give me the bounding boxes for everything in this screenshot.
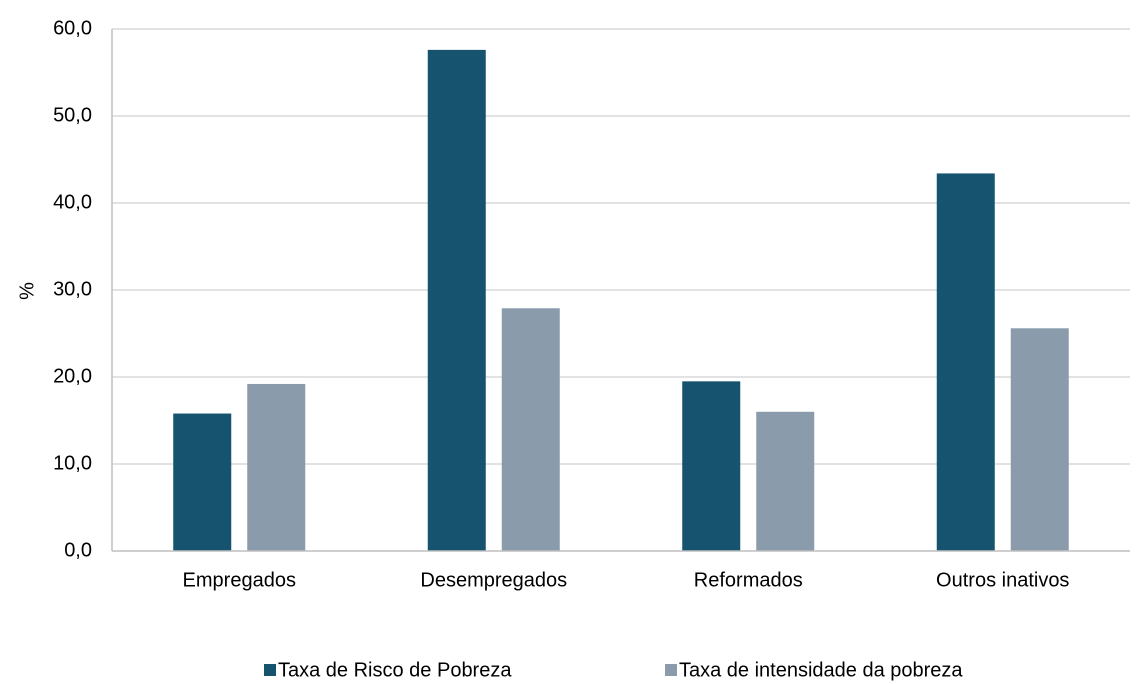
x-tick-label: Empregados	[183, 569, 296, 591]
y-tick-label: 20,0	[53, 365, 92, 387]
legend: Taxa de Risco de Pobreza Taxa de intensid…	[264, 659, 963, 681]
x-tick-label: Reformados	[694, 569, 803, 591]
x-tick-labels: Empregados Desempregados Reformados Outros …	[183, 569, 1070, 591]
bar-intensidade-1	[501, 308, 560, 551]
y-tick-label: 30,0	[53, 278, 92, 300]
y-tick-labels: 0,0 10,0 20,0 30,0 40,0 50,0 60,0	[53, 17, 92, 561]
bar-intensidade-0	[247, 383, 306, 551]
bar-risco-1	[427, 49, 486, 551]
bar-risco-2	[682, 381, 741, 551]
bar-risco-3	[936, 173, 995, 552]
bar-intensidade-2	[756, 411, 815, 551]
x-tick-label: Outros inativos	[936, 569, 1069, 591]
y-tick-label: 0,0	[64, 539, 92, 561]
y-axis-title: %	[16, 282, 38, 300]
y-tick-label: 50,0	[53, 104, 92, 126]
legend-swatch	[665, 664, 677, 676]
bar-risco-0	[173, 413, 232, 551]
legend-swatch	[264, 664, 276, 676]
axes	[111, 29, 1130, 552]
y-tick-label: 10,0	[53, 452, 92, 474]
legend-label: Taxa de intensidade da pobreza	[679, 659, 963, 681]
y-tick-label: 60,0	[53, 17, 92, 39]
bar-intensidade-3	[1010, 328, 1069, 551]
legend-label: Taxa de Risco de Pobreza	[278, 659, 512, 681]
x-tick-label: Desempregados	[420, 569, 567, 591]
y-tick-label: 40,0	[53, 191, 92, 213]
bars	[173, 49, 1069, 552]
